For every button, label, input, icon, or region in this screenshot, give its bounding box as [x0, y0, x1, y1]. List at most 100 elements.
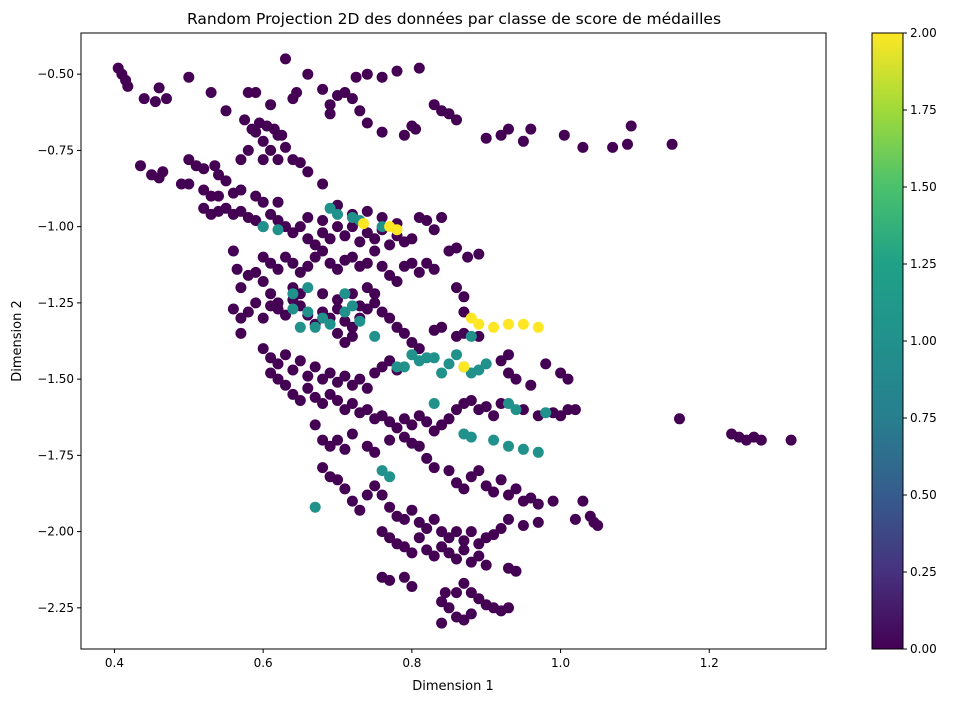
data-point	[384, 471, 396, 483]
data-point	[607, 141, 619, 153]
data-point	[339, 315, 351, 327]
data-point	[294, 321, 306, 333]
data-point	[495, 523, 507, 534]
data-point	[436, 212, 448, 223]
data-point	[622, 138, 633, 150]
data-point	[406, 419, 418, 431]
data-point	[480, 132, 492, 144]
data-point	[346, 321, 358, 333]
data-point	[465, 587, 477, 599]
data-point	[398, 541, 410, 553]
data-point	[183, 178, 195, 190]
data-point	[257, 343, 269, 355]
data-point	[517, 318, 529, 330]
data-point	[324, 202, 336, 214]
data-point	[257, 276, 269, 287]
data-point	[287, 303, 299, 315]
data-point	[391, 422, 403, 434]
data-point	[332, 221, 343, 233]
data-point	[376, 489, 388, 501]
data-point	[398, 361, 410, 373]
data-point	[465, 312, 477, 324]
data-point	[346, 93, 358, 105]
data-point	[398, 413, 410, 425]
data-point	[346, 251, 358, 263]
data-point	[265, 144, 277, 156]
data-point	[346, 379, 358, 391]
data-point	[317, 462, 329, 474]
data-point	[577, 495, 589, 507]
data-point	[257, 221, 269, 233]
data-point	[443, 465, 455, 477]
data-point	[287, 288, 299, 300]
data-point	[510, 483, 522, 495]
data-point	[294, 395, 306, 406]
data-point	[354, 105, 366, 117]
data-point	[398, 571, 410, 583]
colorbar-tick-label: 0.25	[910, 565, 937, 579]
data-point	[272, 196, 284, 208]
data-point	[198, 202, 210, 214]
data-point	[413, 62, 425, 74]
data-point	[465, 330, 477, 342]
data-point	[358, 218, 369, 230]
data-point	[227, 303, 239, 315]
data-point	[235, 312, 247, 324]
data-point	[317, 227, 329, 239]
data-point	[443, 358, 455, 370]
data-point	[540, 407, 552, 419]
data-point	[443, 547, 455, 559]
data-point	[495, 355, 507, 367]
data-point	[149, 96, 161, 108]
data-point	[309, 391, 321, 403]
data-point	[480, 401, 492, 413]
data-point	[510, 404, 522, 416]
data-point	[250, 215, 262, 226]
data-point	[473, 593, 485, 605]
data-point	[157, 166, 169, 178]
data-point	[755, 434, 767, 446]
data-point	[555, 367, 567, 379]
data-point	[451, 282, 462, 294]
data-point	[287, 227, 299, 239]
data-point	[376, 306, 388, 318]
colorbar-tick-label: 1.00	[910, 334, 937, 348]
data-point	[257, 196, 269, 208]
data-point	[361, 404, 373, 416]
data-point	[369, 367, 381, 379]
data-point	[213, 169, 224, 181]
data-point	[213, 190, 224, 202]
data-point	[473, 248, 485, 260]
data-point	[350, 71, 362, 83]
data-point	[332, 294, 343, 306]
data-point	[503, 513, 514, 525]
data-point	[465, 526, 477, 538]
y-tick-label: −0.50	[37, 67, 74, 81]
data-point	[324, 108, 336, 120]
data-point	[205, 87, 217, 98]
data-point	[443, 532, 455, 544]
data-point	[473, 465, 485, 477]
data-point	[235, 327, 247, 339]
data-point	[391, 276, 403, 287]
data-point	[257, 251, 269, 263]
data-point	[391, 224, 403, 236]
data-point	[569, 404, 581, 416]
data-point	[428, 224, 440, 236]
data-point	[532, 446, 544, 458]
data-point	[376, 361, 388, 373]
data-point	[309, 501, 321, 513]
data-point	[265, 288, 277, 300]
data-point	[309, 239, 321, 251]
data-point	[361, 382, 373, 394]
data-point	[291, 87, 303, 98]
data-point	[428, 398, 440, 409]
data-point	[361, 205, 373, 217]
data-point	[443, 413, 455, 425]
data-point	[332, 208, 343, 220]
data-point	[235, 282, 247, 294]
data-point	[183, 154, 195, 166]
data-point	[384, 532, 396, 544]
data-point	[562, 373, 574, 385]
data-point	[339, 370, 351, 382]
